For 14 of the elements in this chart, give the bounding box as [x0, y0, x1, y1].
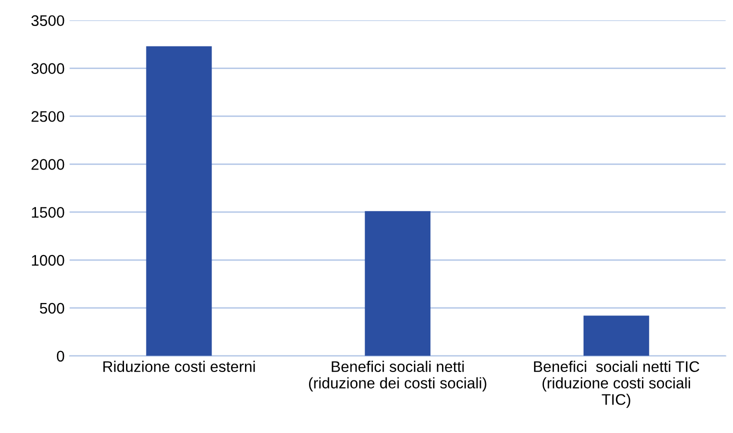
y-tick-label: 2000 — [32, 159, 64, 170]
y-tick-label: 1000 — [32, 254, 64, 266]
y-tick-label: 3500 — [31, 15, 64, 26]
bar — [584, 316, 650, 356]
bar — [364, 211, 430, 356]
y-tick-label: 3000 — [31, 63, 64, 74]
x-tick-label: Benefici sociali netti (riduzione dei costi sociali) — [309, 360, 486, 392]
y-tick-label: 1500 — [32, 206, 64, 218]
x-tick-label: Riduzione costi esterni — [103, 360, 255, 372]
y-tick-label: 2500 — [32, 111, 64, 122]
y-tick-label: 0 — [56, 350, 64, 362]
bar — [146, 46, 212, 356]
x-tick-label: Benefici sociali netti TIC (riduzione costi sociali TIC) — [534, 360, 700, 408]
y-tick-label: 500 — [40, 302, 64, 314]
